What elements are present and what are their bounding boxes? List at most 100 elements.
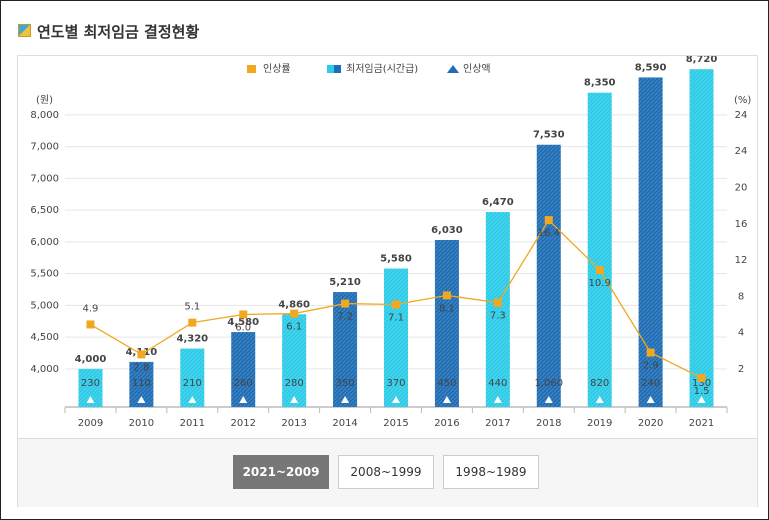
bar-value-label: 4,860 (278, 299, 310, 310)
x-tick-label: 2013 (281, 418, 306, 429)
bar-value-label: 8,590 (635, 62, 667, 73)
increase-label: 280 (285, 378, 304, 389)
x-tick-label: 2017 (485, 418, 510, 429)
y-tick-label: 5,000 (30, 300, 59, 311)
bar-value-label: 4,580 (227, 317, 259, 328)
rate-marker (341, 299, 350, 308)
increase-marker (646, 396, 655, 403)
x-tick-label: 2014 (332, 418, 357, 429)
bar-texture (333, 292, 358, 407)
y2-tick-label: 4 (738, 328, 744, 339)
x-tick-label: 2020 (638, 418, 663, 429)
rate-label: 7.2 (337, 312, 353, 323)
increase-marker (137, 396, 146, 403)
bar-texture (638, 77, 663, 407)
increase-label: 1,060 (534, 378, 563, 389)
increase-marker (188, 396, 197, 403)
rate-label: 8.1 (439, 303, 455, 314)
rate-label: 5.1 (184, 302, 200, 313)
y2-tick-label: 16 (735, 219, 748, 230)
bar-texture (282, 314, 307, 407)
bar-value-label: 4,320 (176, 334, 208, 345)
rate-label: 7.3 (490, 311, 506, 322)
x-tick-label: 2011 (180, 418, 205, 429)
legend-swatch (247, 65, 256, 73)
y-tick-label: 8,000 (30, 110, 59, 121)
rate-marker (493, 298, 502, 307)
increase-label: 130 (692, 378, 711, 389)
y-tick-label: 7,000 (30, 142, 59, 153)
bar-value-label: 7,530 (533, 130, 565, 141)
increase-label: 440 (488, 378, 507, 389)
chart-box: 인상률 최저임금(시간급) 인상액 (원) (%) 4,000 4,500 5,000 5,50… (17, 55, 758, 507)
y-tick-label: 5,500 (30, 269, 59, 280)
x-tick-label: 2010 (129, 418, 154, 429)
increase-marker (341, 396, 350, 403)
increase-marker (493, 396, 502, 403)
y2-tick-label: 8 (738, 291, 744, 302)
rate-label: 6.1 (286, 322, 302, 333)
y-tick-label: 6,000 (30, 237, 59, 248)
x-tick-label: 2018 (536, 418, 561, 429)
rate-marker (595, 266, 604, 275)
bar-value-label: 6,470 (482, 197, 514, 208)
x-tick-label: 2019 (587, 418, 612, 429)
y2-tick-label: 20 (735, 182, 748, 193)
increase-label: 110 (132, 378, 151, 389)
increase-label: 210 (183, 378, 202, 389)
increase-marker (86, 396, 95, 403)
y2-tick-label: 24 (735, 146, 748, 157)
y-axis-label: (원) (36, 94, 53, 106)
bar-texture (689, 69, 714, 408)
increase-marker (595, 396, 604, 403)
rate-label: 1.5 (694, 386, 710, 397)
legend-label: 인상액 (463, 63, 491, 75)
bar-value-label: 8,720 (686, 56, 718, 65)
bar-value-label: 8,350 (584, 78, 616, 89)
x-tick-label: 2009 (78, 418, 103, 429)
rate-label: 2.8 (133, 362, 149, 373)
y2-axis-label: (%) (734, 95, 751, 106)
chart: 인상률 최저임금(시간급) 인상액 (원) (%) 4,000 4,500 5,000 5,50… (30, 56, 751, 429)
range-buttons: 2021~2009 2008~1999 1998~1989 (18, 438, 757, 507)
bar-texture (536, 144, 561, 407)
increase-marker (392, 396, 400, 403)
rate-label: 2.9 (643, 361, 659, 372)
rate-marker (646, 348, 655, 357)
rate-label: 6.0 (235, 322, 251, 333)
rate-marker (392, 300, 400, 309)
range-button[interactable]: 2021~2009 (233, 455, 329, 489)
bar-value-label: 5,210 (329, 277, 361, 288)
y-tick-label: 6,500 (30, 205, 59, 216)
bar-texture (434, 239, 459, 407)
x-tick-label: 2021 (689, 418, 714, 429)
rate-marker (290, 309, 299, 318)
increase-label: 240 (641, 378, 660, 389)
increase-marker (239, 396, 248, 403)
range-button[interactable]: 1998~1989 (443, 455, 539, 489)
rate-label: 4.9 (83, 303, 99, 314)
increase-marker (544, 396, 553, 403)
rate-label: 10.9 (589, 278, 611, 289)
rate-marker (544, 216, 553, 225)
legend-label: 최저임금(시간급) (346, 62, 418, 75)
bar-value-label: 5,580 (380, 254, 412, 265)
y2-tick-label: 2 (738, 364, 744, 375)
increase-marker (290, 396, 299, 403)
page-title: 연도별 최저임금 결정현황 (37, 23, 200, 41)
legend-swatch (334, 65, 341, 73)
y-tick-label: 7,000 (30, 173, 59, 184)
rate-marker (239, 310, 248, 319)
bar-texture (384, 268, 408, 407)
range-button[interactable]: 2008~1999 (338, 455, 434, 489)
y2-tick-label: 24 (735, 110, 748, 121)
increase-label: 370 (386, 378, 405, 389)
rate-marker (137, 350, 146, 359)
legend-swatch (447, 65, 459, 73)
rate-marker (442, 291, 451, 300)
x-tick-label: 2015 (383, 418, 408, 429)
x-tick-label: 2016 (434, 418, 459, 429)
y2-tick-label: 12 (735, 255, 748, 266)
rate-label: 7.1 (388, 312, 404, 323)
